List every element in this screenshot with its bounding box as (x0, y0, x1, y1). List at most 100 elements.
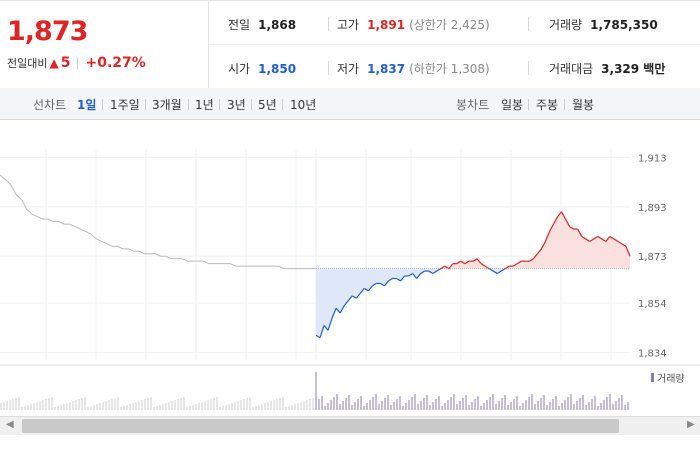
price-line-segment (464, 260, 470, 265)
price-line-segment (363, 287, 369, 292)
divider (282, 99, 283, 110)
candle-daily-tab[interactable]: 일봉 (501, 98, 524, 112)
y-tick-label: 1,854 (638, 299, 667, 310)
price-line-segment (460, 260, 466, 265)
price-line-segment (480, 263, 486, 267)
divider (145, 99, 146, 110)
range-1d-tab[interactable]: 1일 (77, 98, 97, 112)
price-chart[interactable]: 1,913 1,893 1,873 1,854 1,834 거래량 (0, 120, 700, 415)
scroll-left-icon[interactable]: ◀ (6, 419, 14, 430)
price-line-segment (416, 273, 422, 279)
price-line-segment (613, 238, 619, 242)
price-line-segment (561, 211, 567, 220)
price-line-segment (359, 287, 365, 294)
price-line-segment (577, 228, 583, 237)
price-line-segment (512, 263, 518, 267)
chart-scrollbar[interactable]: ◀ ▶ (0, 416, 700, 435)
low-label: 저가 (337, 62, 360, 76)
change-value: 5 (60, 55, 71, 71)
volume-legend-swatch (651, 373, 654, 382)
range-3y-tab[interactable]: 3년 (227, 98, 246, 112)
price-line-segment (529, 258, 534, 262)
divider (328, 17, 329, 31)
price-summary: 1,873 전일대비 ▲ 5 +0.27% (0, 1, 209, 88)
price-line-segment (605, 236, 611, 242)
price-line-segment (540, 241, 546, 250)
price-line-segment (408, 273, 413, 277)
range-10y-tab[interactable]: 10년 (290, 98, 317, 112)
price-line-segment (516, 260, 522, 265)
price-line-segment (412, 273, 418, 279)
up-arrow-icon: ▲ (49, 56, 59, 70)
price-line-segment (440, 265, 446, 270)
price-line-segment (428, 270, 434, 275)
price-line-segment (593, 235, 599, 240)
candle-monthly-tab[interactable]: 월봉 (572, 98, 595, 112)
y-tick-label: 1,834 (638, 349, 667, 360)
price-line-segment (581, 235, 587, 240)
price-line-segment (548, 223, 555, 232)
amount-value: 3,329 백만 (601, 62, 666, 76)
price-change: 전일대비 ▲ 5 +0.27% (7, 55, 146, 71)
price-line-segment (609, 235, 615, 240)
price-line-segment (484, 265, 490, 270)
price-line-segment (597, 235, 603, 240)
price-line-segment (380, 282, 385, 287)
price-line-segment (585, 238, 591, 242)
divider (251, 99, 252, 110)
price-line-segment (492, 270, 498, 275)
price-line-segment (315, 334, 321, 339)
price-line-segment (448, 263, 454, 269)
price-line-segment (396, 277, 401, 282)
divider (528, 99, 529, 110)
price-line-segment (565, 218, 571, 227)
y-tick-label: 1,913 (638, 153, 667, 164)
price-line-segment (432, 270, 438, 275)
price-line-segment (319, 325, 325, 338)
low-value: 1,837 (367, 61, 406, 76)
above-reference-fill (316, 211, 630, 269)
price-line-segment (420, 270, 426, 275)
change-percent: +0.27% (85, 55, 146, 71)
current-price: 1,873 (7, 16, 88, 47)
scroll-right-icon[interactable]: ▶ (687, 419, 695, 430)
price-line-segment (500, 268, 506, 272)
price-line-segment (351, 295, 357, 299)
price-line-segment (476, 258, 482, 265)
price-line-segment (383, 280, 389, 287)
price-line-segment (456, 260, 462, 265)
y-tick-label: 1,873 (638, 252, 667, 263)
divider (102, 99, 103, 110)
candle-weekly-tab[interactable]: 주봉 (536, 98, 559, 112)
prev-close-label: 전일 (228, 18, 251, 32)
prev-session-line (0, 174, 316, 270)
price-line-segment (400, 275, 406, 282)
divider (328, 61, 329, 75)
price-line-segment (617, 240, 623, 245)
price-line-segment (323, 325, 329, 331)
price-line-segment (532, 253, 538, 260)
price-line-segment (444, 265, 450, 270)
high-value: 1,891 (367, 17, 406, 32)
price-line-segment (544, 231, 551, 242)
open-stat: 시가 1,850 (228, 60, 296, 77)
price-line-segment (552, 216, 559, 225)
price-line-segment (372, 282, 377, 287)
price-line-segment (621, 243, 627, 247)
range-1y-tab[interactable]: 1년 (195, 98, 214, 112)
low-stat: 저가 1,837 (하한가 1,308) (337, 60, 490, 77)
price-line-segment (388, 277, 393, 282)
y-tick-label: 1,893 (638, 203, 667, 214)
price-line-segment (331, 307, 337, 319)
range-5y-tab[interactable]: 5년 (258, 98, 277, 112)
range-1w-tab[interactable]: 1주일 (110, 98, 140, 112)
lower-limit: (하한가 1,308) (409, 62, 490, 76)
price-line-segment (504, 265, 510, 270)
change-label: 전일대비 (7, 57, 48, 70)
high-label: 고가 (337, 18, 360, 32)
price-line-segment (339, 305, 345, 314)
price-line-segment (327, 317, 333, 331)
price-line-segment (625, 246, 631, 257)
range-3m-tab[interactable]: 3개월 (152, 98, 182, 112)
scroll-thumb[interactable] (22, 419, 619, 433)
